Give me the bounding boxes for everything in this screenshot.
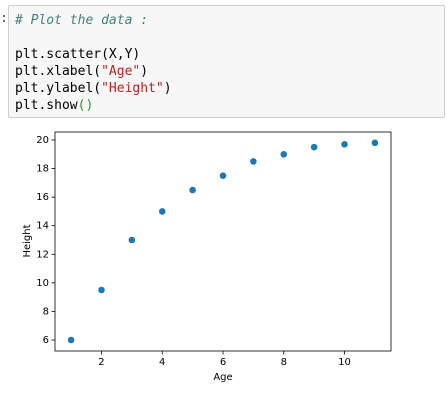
y-tick-label: 14 xyxy=(36,221,49,232)
cell-prompt: : xyxy=(0,11,8,26)
code-line: # Plot the data : xyxy=(15,12,438,29)
x-axis-label: Age xyxy=(213,372,232,383)
code-token: "Height" xyxy=(101,81,164,96)
code-token: () xyxy=(77,98,94,113)
code-token: # Plot the data : xyxy=(15,13,149,28)
code-token: plt.ylabel( xyxy=(15,81,102,96)
point xyxy=(310,143,318,151)
code-token: plt.scatter(X,Y) xyxy=(15,47,141,62)
y-tick-label: 10 xyxy=(36,278,49,289)
point xyxy=(250,158,257,165)
x-tick-label: 8 xyxy=(281,357,287,368)
code-token: plt.show xyxy=(15,98,78,113)
code-line: plt.show() xyxy=(15,97,438,114)
code-line: plt.scatter(X,Y) xyxy=(15,46,438,63)
y-tick-label: 8 xyxy=(43,306,49,317)
code-token: "Age" xyxy=(101,64,141,79)
code-token: ) xyxy=(140,64,149,79)
code-line: plt.ylabel("Height") xyxy=(15,80,438,97)
y-tick-label: 18 xyxy=(36,164,49,175)
point xyxy=(371,139,379,147)
y-tick-label: 12 xyxy=(36,249,49,260)
x-tick-label: 4 xyxy=(159,357,165,368)
point xyxy=(341,140,348,148)
y-tick-label: 6 xyxy=(43,335,49,346)
point xyxy=(128,236,136,244)
y-tick-label: 16 xyxy=(36,192,49,203)
code-line: plt.xlabel("Age") xyxy=(15,63,438,80)
point xyxy=(219,172,227,180)
code-token: ) xyxy=(163,81,172,96)
point xyxy=(158,208,166,215)
y-axis-label: Height xyxy=(22,224,33,257)
point xyxy=(98,286,105,294)
plot-frame xyxy=(54,131,392,352)
code-token: plt.xlabel( xyxy=(15,64,102,79)
x-tick-label: 6 xyxy=(220,357,226,368)
x-tick-label: 10 xyxy=(338,357,351,368)
code-cell[interactable]: # Plot the data : plt.scatter(X,Y) plt.xla… xyxy=(8,5,445,118)
point xyxy=(189,186,196,194)
x-tick-label: 2 xyxy=(98,357,104,368)
y-tick-label: 20 xyxy=(36,135,49,146)
point xyxy=(280,150,288,158)
point xyxy=(67,336,75,344)
